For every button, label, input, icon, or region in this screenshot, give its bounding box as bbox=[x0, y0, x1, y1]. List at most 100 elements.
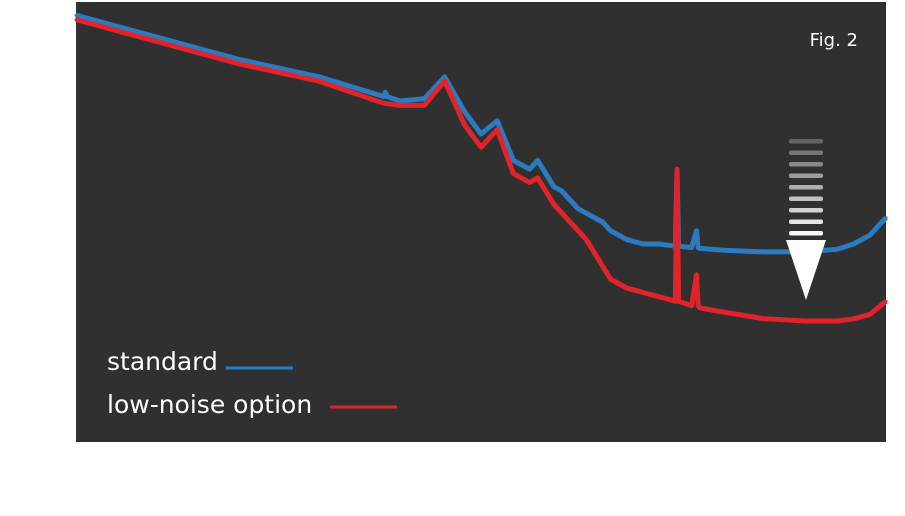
series-line bbox=[75, 12, 888, 255]
data-point bbox=[592, 216, 596, 220]
legend-label-low-noise-option: low-noise option bbox=[107, 390, 312, 419]
data-point bbox=[609, 229, 613, 233]
arrow-dash bbox=[789, 208, 823, 213]
plot-background bbox=[76, 2, 886, 442]
data-point bbox=[422, 97, 426, 101]
figure-label: Fig. 2 bbox=[810, 30, 858, 51]
data-point bbox=[657, 295, 661, 299]
data-point bbox=[317, 75, 321, 79]
data-point bbox=[463, 123, 467, 127]
arrow-dash bbox=[789, 162, 823, 167]
arrow-dash bbox=[789, 219, 823, 224]
data-point bbox=[698, 306, 702, 310]
data-point bbox=[803, 319, 807, 323]
data-point bbox=[884, 299, 888, 303]
data-point bbox=[763, 317, 766, 321]
data-point bbox=[584, 238, 588, 242]
arrow-dash bbox=[789, 150, 823, 155]
legend-item-standard: standard bbox=[107, 347, 293, 376]
series-standard bbox=[74, 12, 888, 255]
data-point bbox=[657, 242, 661, 246]
data-point bbox=[625, 286, 629, 290]
data-point bbox=[317, 79, 321, 83]
data-point bbox=[690, 304, 694, 308]
data-point bbox=[695, 273, 698, 277]
data-point bbox=[722, 248, 726, 252]
data-point bbox=[528, 167, 532, 171]
data-point bbox=[852, 242, 856, 246]
data-point bbox=[835, 319, 839, 323]
data-point bbox=[695, 229, 698, 233]
data-point bbox=[677, 299, 681, 303]
data-point bbox=[584, 211, 588, 215]
data-point bbox=[385, 95, 389, 99]
legend-label-standard: standard bbox=[107, 347, 218, 376]
data-point bbox=[479, 145, 483, 149]
data-point bbox=[576, 229, 580, 233]
arrow-dash bbox=[789, 185, 823, 190]
data-point bbox=[511, 172, 515, 176]
legend-item-low-noise: low-noise option bbox=[107, 390, 397, 419]
arrow-dash bbox=[789, 196, 823, 201]
data-point bbox=[398, 103, 402, 107]
data-point bbox=[74, 13, 78, 17]
data-point bbox=[609, 277, 613, 281]
arrow-dash bbox=[789, 173, 823, 178]
data-point bbox=[479, 132, 483, 136]
data-point bbox=[422, 103, 426, 107]
data-point bbox=[675, 167, 679, 171]
data-point bbox=[641, 242, 645, 246]
data-point bbox=[544, 172, 548, 176]
data-point bbox=[382, 95, 386, 99]
series-layer bbox=[74, 12, 888, 324]
data-point bbox=[536, 158, 540, 162]
data-point bbox=[536, 176, 540, 180]
data-point bbox=[552, 185, 556, 189]
data-point bbox=[763, 250, 766, 254]
data-point bbox=[511, 158, 515, 162]
data-point bbox=[696, 304, 700, 308]
data-point bbox=[576, 207, 580, 211]
data-point bbox=[398, 99, 402, 103]
data-point bbox=[568, 198, 572, 202]
data-point bbox=[592, 251, 596, 255]
data-point bbox=[884, 216, 888, 220]
data-point bbox=[495, 128, 499, 132]
data-point bbox=[601, 220, 604, 224]
data-point bbox=[835, 247, 839, 251]
data-point bbox=[722, 310, 726, 314]
series-low-noise-option bbox=[74, 17, 888, 324]
data-point bbox=[641, 290, 645, 294]
data-point bbox=[673, 299, 677, 303]
data-point bbox=[690, 246, 694, 249]
data-point bbox=[552, 202, 556, 206]
data-point bbox=[74, 18, 78, 22]
data-point bbox=[544, 189, 548, 193]
data-point bbox=[463, 110, 467, 114]
data-point bbox=[443, 79, 447, 83]
data-point bbox=[560, 211, 564, 215]
data-point bbox=[495, 119, 499, 123]
data-point bbox=[601, 264, 604, 268]
data-point bbox=[155, 40, 159, 44]
data-point bbox=[382, 101, 386, 105]
noise-reduction-arrow-icon bbox=[786, 139, 826, 300]
data-point bbox=[236, 62, 240, 66]
arrow-dash bbox=[789, 231, 823, 236]
data-point bbox=[568, 220, 572, 224]
data-point bbox=[236, 57, 240, 61]
data-point bbox=[528, 180, 532, 184]
series-line bbox=[75, 17, 888, 324]
data-point bbox=[868, 233, 872, 237]
arrow-head bbox=[786, 240, 826, 300]
data-point bbox=[868, 312, 872, 316]
data-point bbox=[560, 189, 564, 193]
data-point bbox=[625, 238, 629, 242]
data-point bbox=[383, 90, 387, 94]
data-point bbox=[443, 75, 447, 79]
arrow-dash bbox=[789, 139, 823, 144]
data-point bbox=[852, 317, 856, 321]
data-point bbox=[698, 246, 702, 250]
